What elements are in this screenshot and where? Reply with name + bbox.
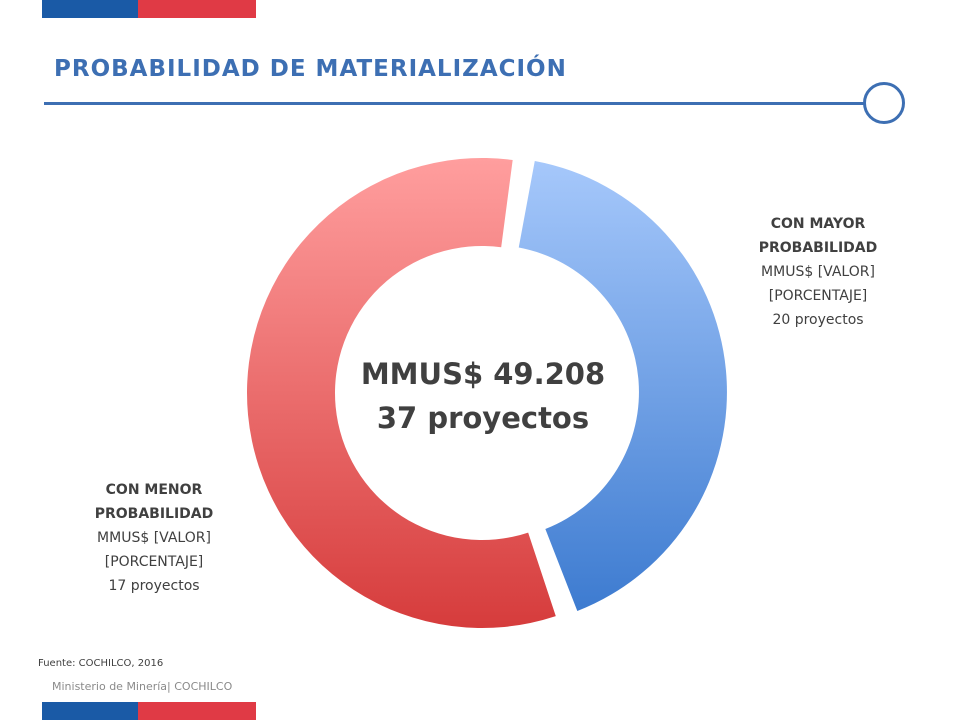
title-circle-ornament <box>863 82 905 124</box>
footer-text: Ministerio de Minería| COCHILCO <box>52 680 233 693</box>
title-underline <box>44 102 864 105</box>
donut-slice-mayor <box>518 160 727 612</box>
center-project-count: 37 proyectos <box>376 401 590 435</box>
slice-name-line1: CON MAYOR <box>770 216 866 232</box>
slice-value-label: MMUS$ [VALOR] <box>761 264 875 280</box>
center-total-value: MMUS$ 49.208 <box>360 357 606 391</box>
slice-name-line1: CON MENOR <box>105 482 203 498</box>
page-title: PROBABILIDAD DE MATERIALIZACIÓN <box>54 56 567 82</box>
flag-stripe-bottom <box>42 702 256 720</box>
flag-red-segment <box>138 0 256 18</box>
source-note: Fuente: COCHILCO, 2016 <box>38 658 164 669</box>
slice-label-mayor: CON MAYOR PROBABILIDAD MMUS$ [VALOR] [PO… <box>728 212 908 332</box>
slice-percent-label: [PORCENTAJE] <box>768 288 868 304</box>
flag-stripe-top <box>42 0 256 18</box>
slice-projects-label: 17 proyectos <box>108 578 200 594</box>
slice-projects-label: 20 proyectos <box>772 312 864 328</box>
flag-blue-segment <box>42 0 138 18</box>
flag-blue-segment <box>42 702 138 720</box>
slice-name-line2: PROBABILIDAD <box>94 506 214 522</box>
slice-name-line2: PROBABILIDAD <box>758 240 878 256</box>
slice-percent-label: [PORCENTAJE] <box>104 554 204 570</box>
slice-label-menor: CON MENOR PROBABILIDAD MMUS$ [VALOR] [PO… <box>64 478 244 598</box>
slice-value-label: MMUS$ [VALOR] <box>97 530 211 546</box>
flag-red-segment <box>138 702 256 720</box>
donut-center-label: MMUS$ 49.208 37 proyectos <box>333 352 633 440</box>
donut-slice-menor <box>246 157 556 629</box>
